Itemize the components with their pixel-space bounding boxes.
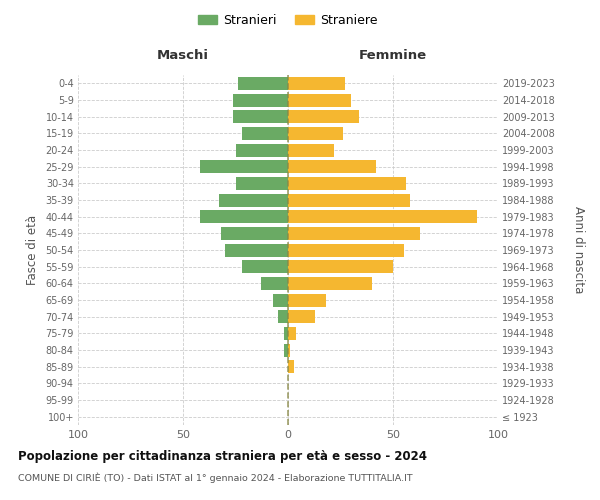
Bar xyxy=(288,327,296,340)
Bar xyxy=(274,294,288,306)
Bar xyxy=(200,210,288,223)
Y-axis label: Fasce di età: Fasce di età xyxy=(26,215,38,285)
Bar xyxy=(200,160,288,173)
Bar xyxy=(288,127,343,140)
Bar xyxy=(288,94,351,106)
Bar xyxy=(284,327,288,340)
Bar xyxy=(288,160,376,173)
Bar xyxy=(238,77,288,90)
Bar xyxy=(233,94,288,106)
Bar xyxy=(288,177,406,190)
Bar xyxy=(288,294,326,306)
Text: COMUNE DI CIRIÈ (TO) - Dati ISTAT al 1° gennaio 2024 - Elaborazione TUTTITALIA.I: COMUNE DI CIRIÈ (TO) - Dati ISTAT al 1° … xyxy=(18,472,413,483)
Bar xyxy=(288,77,345,90)
Bar xyxy=(235,144,288,156)
Bar xyxy=(288,310,316,323)
Bar xyxy=(288,227,421,240)
Bar xyxy=(288,144,334,156)
Y-axis label: Anni di nascita: Anni di nascita xyxy=(572,206,585,294)
Bar xyxy=(225,244,288,256)
Text: Maschi: Maschi xyxy=(157,48,209,62)
Text: Femmine: Femmine xyxy=(359,48,427,62)
Bar xyxy=(218,194,288,206)
Bar xyxy=(242,127,288,140)
Bar xyxy=(288,110,359,123)
Bar xyxy=(288,194,410,206)
Bar xyxy=(288,277,372,290)
Bar xyxy=(277,310,288,323)
Bar xyxy=(288,344,290,356)
Bar xyxy=(288,260,393,273)
Legend: Stranieri, Straniere: Stranieri, Straniere xyxy=(193,8,383,32)
Bar xyxy=(288,210,477,223)
Bar xyxy=(242,260,288,273)
Bar xyxy=(288,360,295,373)
Bar xyxy=(260,277,288,290)
Bar xyxy=(221,227,288,240)
Text: Popolazione per cittadinanza straniera per età e sesso - 2024: Popolazione per cittadinanza straniera p… xyxy=(18,450,427,463)
Bar xyxy=(235,177,288,190)
Bar xyxy=(288,244,404,256)
Bar xyxy=(284,344,288,356)
Bar xyxy=(233,110,288,123)
